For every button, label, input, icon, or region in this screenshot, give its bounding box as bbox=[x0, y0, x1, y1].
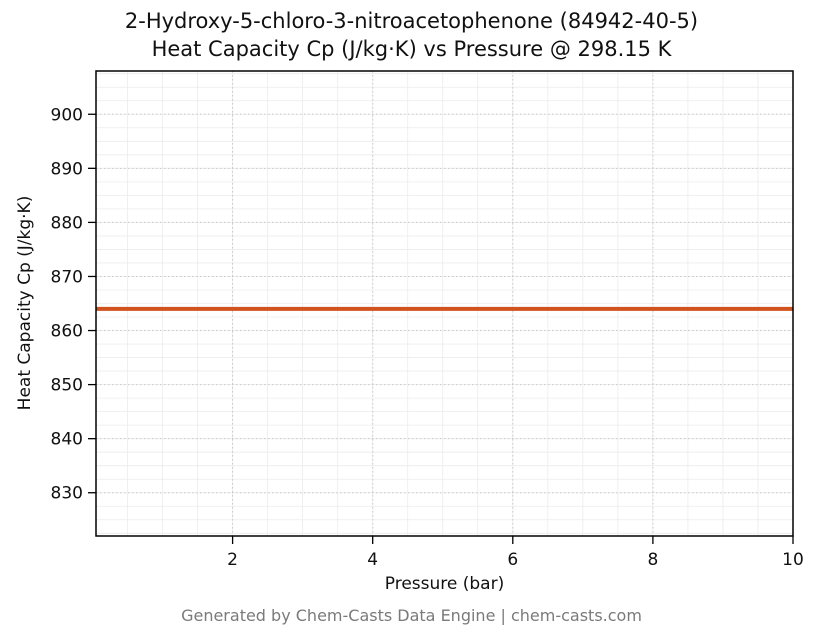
x-tick-label: 4 bbox=[367, 550, 378, 570]
chart-title-line1: 2-Hydroxy-5-chloro-3-nitroacetophenone (… bbox=[124, 9, 699, 33]
y-tick-label: 880 bbox=[51, 213, 83, 233]
y-tick-label: 840 bbox=[51, 430, 83, 450]
y-tick-label: 890 bbox=[51, 159, 83, 179]
y-axis-label: Heat Capacity Cp (J/kg·K) bbox=[15, 195, 35, 411]
y-tick-label: 900 bbox=[51, 105, 83, 125]
plot-border bbox=[95, 70, 794, 537]
x-axis-label: Pressure (bar) bbox=[384, 574, 505, 594]
x-tick-label: 2 bbox=[227, 550, 238, 570]
chart-title-line2: Heat Capacity Cp (J/kg·K) vs Pressure @ … bbox=[151, 36, 672, 61]
x-tick-label: 10 bbox=[782, 550, 804, 570]
footer-credit: Generated by Chem-Casts Data Engine | ch… bbox=[181, 606, 642, 625]
x-tick-label: 6 bbox=[507, 550, 518, 570]
y-tick-label: 860 bbox=[51, 322, 83, 342]
x-tick-label: 8 bbox=[647, 550, 658, 570]
chart-title: 2-Hydroxy-5-chloro-3-nitroacetophenone (… bbox=[0, 8, 823, 63]
y-tick-label: 850 bbox=[51, 376, 83, 396]
y-tick-label: 830 bbox=[51, 484, 83, 504]
y-tick-label: 870 bbox=[51, 267, 83, 287]
